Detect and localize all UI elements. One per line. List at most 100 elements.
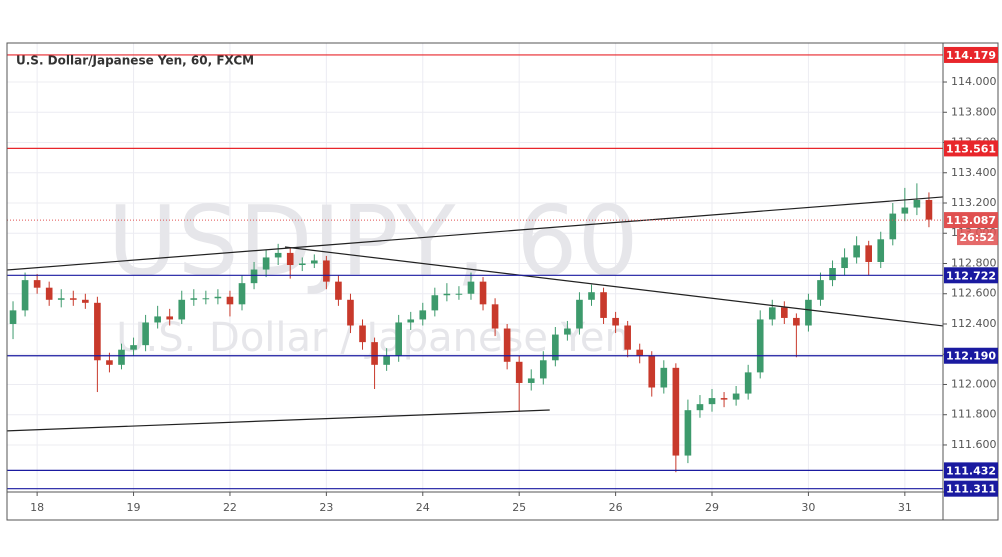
level-tag-box [944,480,998,497]
candle-body [21,280,29,311]
candle-body [154,316,161,323]
candle-body [889,213,897,240]
candle-body [323,260,330,282]
level-tag-label: 114.179 [946,49,996,62]
candle-body [527,378,535,383]
x-tick-label: 19 [127,501,141,514]
candle-body [214,296,222,299]
countdown-box [957,229,998,246]
grid [7,43,943,492]
candle-body [600,292,607,318]
candle-body [612,317,619,326]
level-tag-label: 113.561 [946,142,996,155]
candle-body [467,281,475,294]
candle-body [190,298,198,300]
candle-body [636,349,644,356]
x-tick-label: 31 [898,501,912,514]
countdown: 26:52 [957,229,998,246]
candle-body [57,298,65,300]
level-tag-label: 111.311 [946,483,996,496]
candle-body [503,328,511,362]
candle-body [310,260,318,264]
candle-body [262,257,270,270]
x-tick-label: 18 [30,501,44,514]
candle-body [720,398,728,400]
candle-body [455,293,463,295]
candle-body [660,367,668,388]
candle-body [805,299,812,326]
current-price-tag-label: 113.087 [946,214,996,227]
candle-body [624,325,631,350]
x-tick-label: 25 [512,501,526,514]
trendline [6,409,550,432]
candle-body [335,281,342,300]
level-tag-box [944,267,998,284]
x-tick-label: 29 [705,501,719,514]
level-tag-box [944,347,998,364]
countdown-label: 26:52 [959,231,994,244]
y-tick-label: 111.800 [951,408,997,421]
candle-body [166,316,174,320]
candle-body [648,355,656,388]
candle-body [539,360,547,379]
level-tag-label: 112.190 [946,350,996,363]
trendline [6,196,944,271]
candle-body [672,367,680,456]
chart-title: U.S. Dollar/Japanese Yen, 60, FXCM [16,54,254,68]
candle-body [407,319,415,323]
level-tag-label: 111.432 [946,464,996,477]
candle-body [443,293,451,296]
candle-body [913,199,921,208]
candle-body [9,310,17,324]
y-tick-label: 114.000 [951,75,997,88]
candle-body [817,280,824,300]
trendline [284,246,944,327]
level-tag-box [944,140,998,157]
y-tick-label: 113.800 [951,105,997,118]
candle-body [576,299,583,329]
candle-body [130,345,137,350]
candle-body [552,334,559,361]
candle-body [226,296,234,305]
candle-body [588,292,595,300]
level-tag: 111.432 [944,462,998,479]
candle-body [274,252,282,258]
level-tag-label: 112.722 [946,269,996,282]
candle-body [756,319,764,373]
level-tag: 111.311 [944,480,998,497]
level-tag: 114.179 [944,46,998,63]
candle-body [491,304,499,329]
x-tick-label: 23 [319,501,333,514]
candle-body [768,307,776,320]
x-tick-label: 22 [223,501,237,514]
candle-body [118,349,125,365]
candle-body [853,245,860,258]
x-tick-label: 30 [801,501,815,514]
candle-body [696,404,704,411]
level-tag: 112.722 [944,267,998,284]
candle-body [877,239,885,262]
candle-body [744,372,752,394]
candle-body [793,317,800,326]
candle-body [371,342,378,365]
y-tick-label: 113.400 [951,166,997,179]
candle-body [69,298,77,300]
candle-body [359,325,366,343]
candle-body [865,245,872,262]
candle-body [684,410,692,456]
candle-body [250,269,258,284]
candle-body [479,281,487,305]
y-tick-label: 113.200 [951,196,997,209]
axes: 111.600111.800112.000112.200112.400112.6… [30,46,998,514]
candle-body [106,360,113,365]
level-tag-box [944,462,998,479]
candle-body [515,361,523,383]
candle-body [45,287,53,300]
candle-body [925,199,933,220]
y-tick-label: 112.800 [951,256,997,269]
candle-body [82,299,89,303]
candle-body [781,307,788,318]
candle-body [347,299,354,326]
plot [6,54,944,490]
